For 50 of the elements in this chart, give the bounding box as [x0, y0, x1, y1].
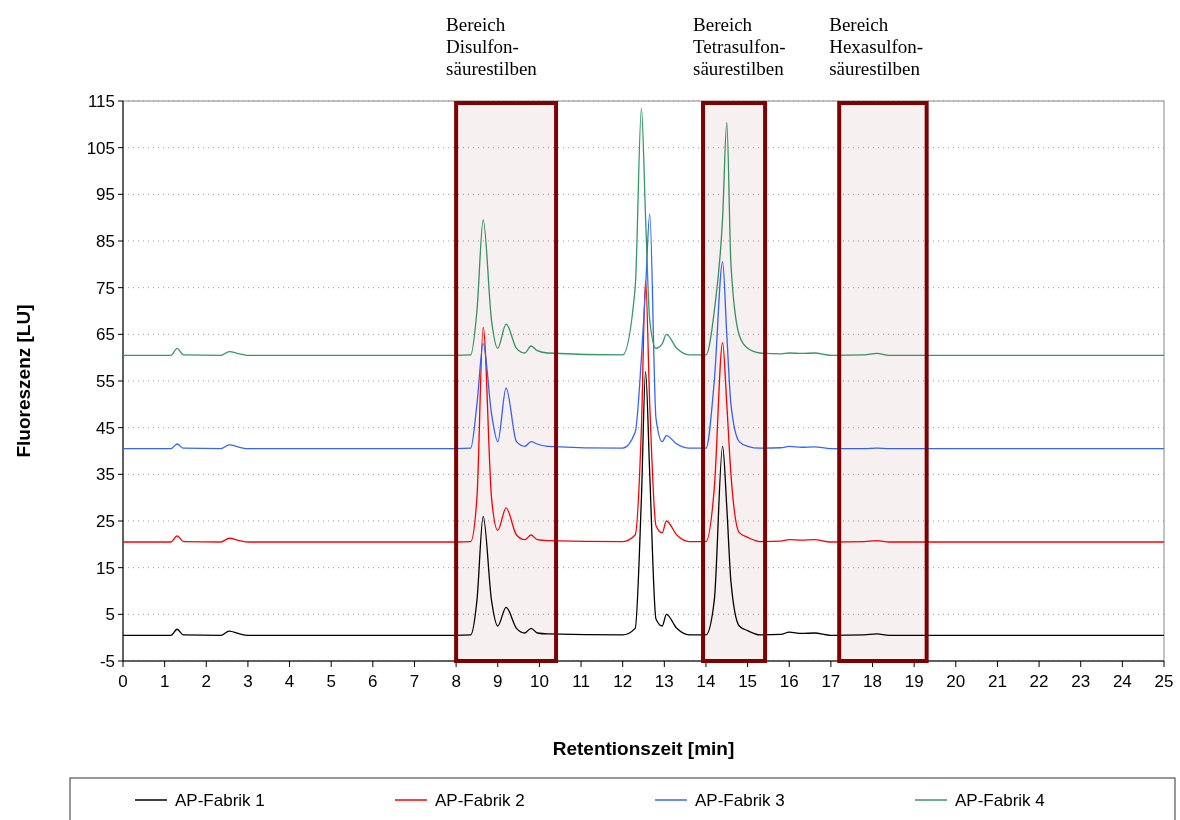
x-tick-label: 9	[493, 672, 503, 691]
y-tick-label: 95	[96, 185, 115, 205]
band-label: Bereich Disulfon- säurestilben	[446, 14, 538, 79]
x-tick-label: 2	[201, 672, 212, 691]
y-axis-title: Fluoreszenz [LU]	[13, 304, 34, 458]
band-label: Bereich Tetrasulfon- säurestilben	[693, 14, 786, 79]
x-tick-label: 5	[326, 672, 336, 691]
x-tick-label: 13	[654, 672, 674, 691]
x-tick-label: 23	[1071, 672, 1091, 691]
x-tick-label: 15	[738, 672, 758, 691]
x-tick-label: 14	[696, 672, 716, 691]
x-tick-label: 8	[451, 672, 461, 691]
x-tick-label: 3	[243, 672, 253, 691]
y-tick-label: 75	[96, 278, 115, 298]
x-tick-label: 1	[159, 672, 170, 691]
y-tick-label: 35	[96, 465, 115, 485]
legend-label: AP-Fabrik 1	[175, 790, 265, 810]
x-tick-label: 12	[613, 672, 633, 691]
y-tick-label: 55	[96, 371, 115, 391]
y-tick-label: 15	[96, 558, 115, 578]
legend-label: AP-Fabrik 4	[955, 790, 1045, 810]
x-tick-label: 19	[904, 672, 924, 691]
x-tick-label: 10	[529, 672, 549, 691]
y-tick-label: 25	[96, 511, 115, 531]
x-tick-label: 0	[118, 672, 128, 691]
x-tick-label: 25	[1154, 672, 1174, 691]
x-tick-label: 4	[284, 672, 295, 691]
legend-label: AP-Fabrik 2	[435, 790, 525, 810]
x-tick-label: 6	[368, 672, 378, 691]
band-label: Bereich Hexasulfon- säurestilben	[829, 14, 924, 79]
y-tick-label: 45	[96, 418, 115, 438]
x-tick-label: 11	[572, 672, 590, 691]
x-tick-label: 17	[821, 672, 841, 691]
y-tick-label: -5	[99, 651, 115, 671]
line-series	[122, 213, 1165, 450]
x-axis-title: Retentionszeit [min]	[552, 738, 735, 759]
x-tick-label: 22	[1029, 672, 1049, 691]
x-tick-label: 20	[946, 672, 966, 691]
y-tick-label: 65	[96, 325, 115, 345]
legend-label: AP-Fabrik 3	[695, 790, 785, 810]
x-tick-label: 7	[409, 672, 420, 691]
x-tick-label: 21	[987, 672, 1007, 691]
line-series	[122, 107, 1165, 356]
y-tick-label: 105	[86, 138, 115, 158]
y-tick-label: 85	[96, 231, 115, 251]
x-tick-label: 24	[1112, 672, 1132, 691]
x-tick-label: 16	[779, 672, 799, 691]
x-tick-label: 18	[863, 672, 882, 691]
y-tick-label: 5	[105, 605, 115, 625]
y-tick-label: 115	[87, 91, 115, 111]
